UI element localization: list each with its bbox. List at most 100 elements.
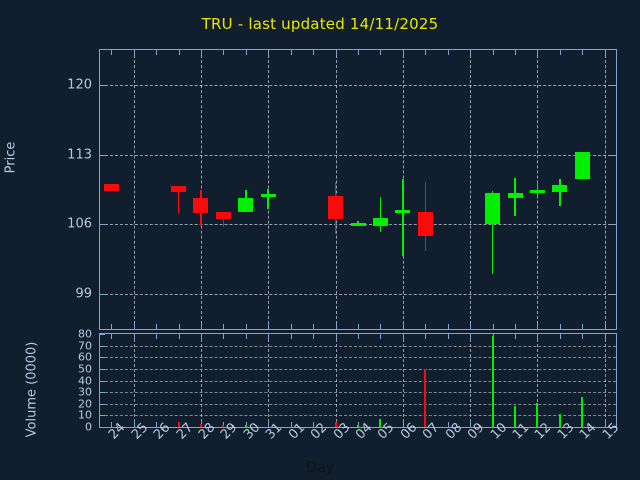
volume-axis-tick [313,422,315,427]
price-axis-tick [133,324,135,329]
volume-axis-tick [100,392,105,394]
candle-body [215,212,231,220]
candle-body [328,196,344,220]
price-axis-tick [611,154,616,156]
volume-axis-tick [100,357,105,359]
price-axis-tick [313,324,315,329]
volume-tick-label: 0 [85,420,92,434]
volume-axis-tick [402,334,404,339]
candle-body [552,184,568,193]
volume-gridline [100,345,616,347]
price-axis-tick [111,50,113,55]
volume-tick-label: 60 [78,350,92,364]
volume-bar [536,402,539,427]
candle-wick [536,181,539,198]
candle-body [103,183,119,192]
candle-body [372,218,388,227]
price-axis-tick [100,154,105,156]
volume-axis-tick [290,422,292,427]
volume-gridline [100,368,616,370]
price-axis-tick [582,50,584,55]
x-axis-title: Day [306,460,334,476]
volume-bar [357,425,359,427]
candle-body [350,223,366,227]
volume-axis-title: Volume (0000) [24,341,40,438]
volume-axis-tick [515,334,517,339]
candle-wick [402,178,404,257]
candle-wick [222,212,225,228]
price-axis-tick [470,50,472,55]
volume-axis-tick [380,334,382,339]
volume-axis-tick [358,422,359,427]
volume-axis-tick [470,422,472,427]
candle-body [485,193,501,225]
price-axis-tick [133,50,135,55]
volume-axis-tick [111,422,113,427]
price-axis-tick [537,324,539,329]
candle-body [529,189,545,193]
candle-body [395,210,411,214]
candle-body [507,193,523,199]
price-axis-tick [358,50,359,55]
price-axis-tick [380,324,382,329]
price-axis-tick [156,324,158,329]
volume-axis-tick [156,334,158,339]
volume-tick-label: 20 [78,397,92,411]
price-axis-tick [290,324,292,329]
price-axis-tick [268,324,270,329]
volume-axis-tick [100,368,105,370]
price-axis-tick [425,324,427,329]
volume-axis-tick [245,334,247,339]
price-gridline [100,294,616,296]
volume-bar [222,424,225,427]
price-axis-tick [156,50,158,55]
volume-axis-labels: 80 70 60 50 40 30 20 10 0 [0,328,92,434]
volume-axis-tick [100,345,105,347]
volume-axis-tick [425,334,427,339]
price-gridline-vertical [200,50,202,329]
volume-bar [514,406,517,427]
price-gridline [100,84,616,86]
price-axis-tick [611,84,616,86]
volume-axis-tick [358,334,359,339]
volume-axis-tick [133,422,135,427]
price-gridline-vertical [133,50,135,329]
volume-tick-label: 10 [78,408,92,422]
price-axis-labels: 120 113 106 99 [0,49,92,330]
price-axis-tick [470,324,472,329]
volume-plot-area [99,333,617,428]
price-axis-title: Price [3,141,19,174]
volume-gridline [100,415,616,417]
volume-axis-tick [100,403,105,405]
volume-gridline [100,392,616,394]
price-axis-tick [200,324,202,329]
volume-tick-label: 30 [78,385,92,399]
candle-wick [177,185,180,215]
price-axis-tick [425,50,427,55]
price-tick-label: 106 [67,216,92,232]
price-axis-tick [223,324,225,329]
price-axis-tick [604,50,606,55]
price-axis-tick [447,50,449,55]
price-gridline [100,154,616,156]
price-tick-label: 120 [67,77,92,93]
volume-axis-tick [200,334,202,339]
candle-body [260,194,276,198]
candle-body [417,212,433,237]
volume-axis-tick [335,334,337,339]
volume-axis-tick [447,422,449,427]
price-plot-area [99,49,617,330]
candle-wick [491,191,494,275]
volume-axis-tick [268,334,270,339]
price-axis-tick [200,50,202,55]
price-axis-tick [268,50,270,55]
volume-axis-tick [559,334,561,339]
volume-axis-tick [268,422,270,427]
volume-axis-tick [582,334,584,339]
volume-axis-tick [470,334,472,339]
price-axis-tick [111,324,113,329]
volume-axis-tick [133,334,135,339]
volume-bar [244,424,247,427]
price-axis-tick [380,50,382,55]
